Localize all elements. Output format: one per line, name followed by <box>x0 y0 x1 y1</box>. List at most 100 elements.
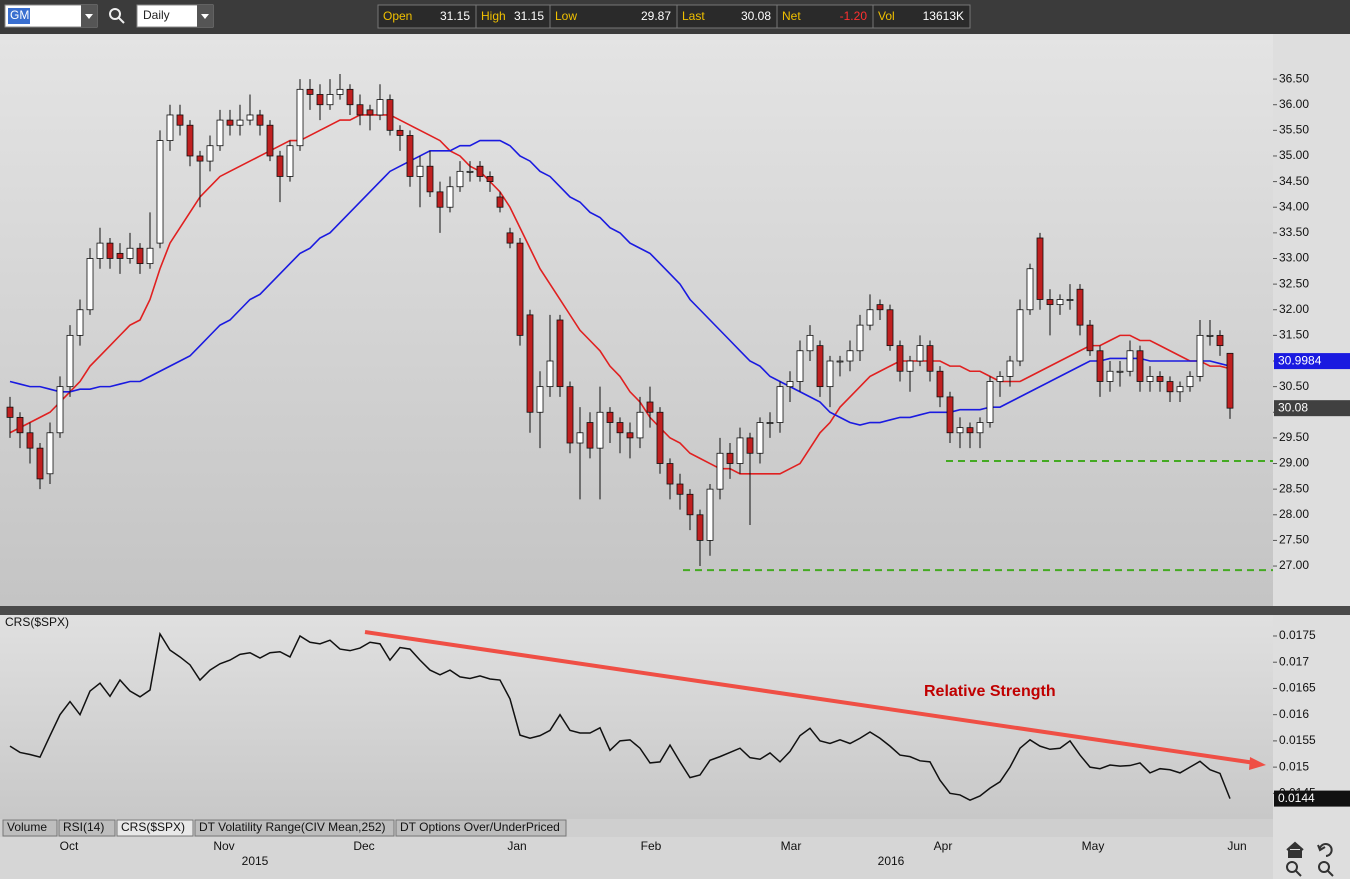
candle-body <box>396 129 404 136</box>
tab[interactable] <box>58 819 116 837</box>
zoom-in-icon[interactable] <box>1286 861 1298 873</box>
year-label: 2015 <box>242 854 269 868</box>
candle-body <box>1206 334 1214 337</box>
tab[interactable] <box>2 819 58 837</box>
candle-body <box>1136 350 1144 382</box>
candle-body <box>926 345 934 372</box>
candle-body <box>836 360 844 363</box>
tab-label: Volume <box>7 820 47 834</box>
y-tick-label: 35.50 <box>1279 123 1309 137</box>
candle-body <box>656 411 664 464</box>
month-label: Mar <box>781 839 802 853</box>
candle-body <box>676 483 684 495</box>
candle-body <box>1116 370 1124 373</box>
candle-body <box>126 247 134 259</box>
candle-body <box>786 381 794 388</box>
y-tick-label: 0.016 <box>1279 707 1309 721</box>
candle-body <box>1186 375 1194 388</box>
candle-body <box>416 165 424 177</box>
candle-body <box>106 242 114 259</box>
candle-body <box>276 155 284 177</box>
quote-strip: Open 31.15 High 31.15 Low 29.87 Last 30.08 Net -1… <box>377 4 971 29</box>
tab-label: DT Volatility Range(CIV Mean,252) <box>199 820 386 834</box>
y-tick-label: 30.50 <box>1279 379 1309 393</box>
candle-body <box>1076 288 1084 326</box>
crs-tag-label: 0.0144 <box>1278 791 1315 805</box>
candle-body <box>646 401 654 413</box>
candle-body <box>216 119 224 147</box>
candle-body <box>256 114 264 126</box>
candle-body <box>876 304 884 311</box>
candle-body <box>1226 352 1234 409</box>
search-icon[interactable] <box>109 8 121 20</box>
candle-body <box>936 370 944 398</box>
moving-average <box>9 139 1231 426</box>
candle-body <box>896 345 904 372</box>
nav-area <box>1273 819 1350 879</box>
candle-body <box>206 145 214 162</box>
candle-body <box>1176 386 1184 393</box>
candle-body <box>766 422 774 424</box>
candle-body <box>176 114 184 126</box>
search-handle <box>118 17 125 24</box>
candle-body <box>1126 350 1134 372</box>
tab[interactable] <box>116 819 194 837</box>
undo-icon[interactable] <box>1317 843 1333 857</box>
candle-body <box>626 432 634 439</box>
price-axis <box>1273 34 1350 606</box>
candle-body <box>1046 299 1054 306</box>
candle-body <box>556 319 564 388</box>
y-tick-label: 27.00 <box>1279 558 1309 572</box>
month-label: Apr <box>934 839 953 853</box>
panel-separator <box>0 606 1350 615</box>
candle-body <box>506 232 514 244</box>
candle-body <box>236 119 244 126</box>
month-label: Jan <box>507 839 526 853</box>
month-label: Jun <box>1227 839 1246 853</box>
y-tick-label: 31.50 <box>1279 328 1309 342</box>
candle-body <box>846 350 854 362</box>
candle-body <box>326 94 334 106</box>
month-label: Feb <box>641 839 662 853</box>
quote-value: 31.15 <box>440 9 470 23</box>
annotation: Relative Strength <box>924 683 1056 700</box>
candle-body <box>996 375 1004 382</box>
quote-value: -1.20 <box>840 9 868 23</box>
candle-body <box>316 94 324 106</box>
candle-body <box>1146 375 1154 382</box>
candle-body <box>1106 370 1114 382</box>
candle-body <box>616 422 624 434</box>
crs-title: CRS($SPX) <box>5 615 69 629</box>
tab[interactable] <box>395 819 567 837</box>
candle-body <box>716 452 724 490</box>
home-icon[interactable] <box>1286 841 1304 858</box>
candle-body <box>916 345 924 362</box>
crs-line <box>9 631 1231 801</box>
candle-body <box>6 406 14 418</box>
candle-body <box>566 386 574 444</box>
candle-body <box>776 386 784 423</box>
candle-body <box>596 411 604 449</box>
interval: Daily <box>143 8 170 22</box>
price-panel <box>0 34 1273 606</box>
candle-body <box>346 88 354 106</box>
candle-body <box>226 119 234 126</box>
candle-body <box>56 386 64 434</box>
zoom-out-icon[interactable] <box>1318 861 1330 873</box>
candle-body <box>796 350 804 382</box>
candle-body <box>16 416 24 434</box>
candle-body <box>636 411 644 439</box>
candle-body <box>406 135 414 177</box>
candle-body <box>446 186 454 208</box>
quote-label: Open <box>383 9 412 23</box>
candle-body <box>486 176 494 183</box>
candle-body <box>756 422 764 454</box>
candle-body <box>1006 360 1014 377</box>
candle-body <box>376 99 384 116</box>
candle-body <box>76 309 84 336</box>
candle-body <box>296 88 304 147</box>
tab[interactable] <box>194 819 395 837</box>
month-label: Oct <box>60 839 79 853</box>
